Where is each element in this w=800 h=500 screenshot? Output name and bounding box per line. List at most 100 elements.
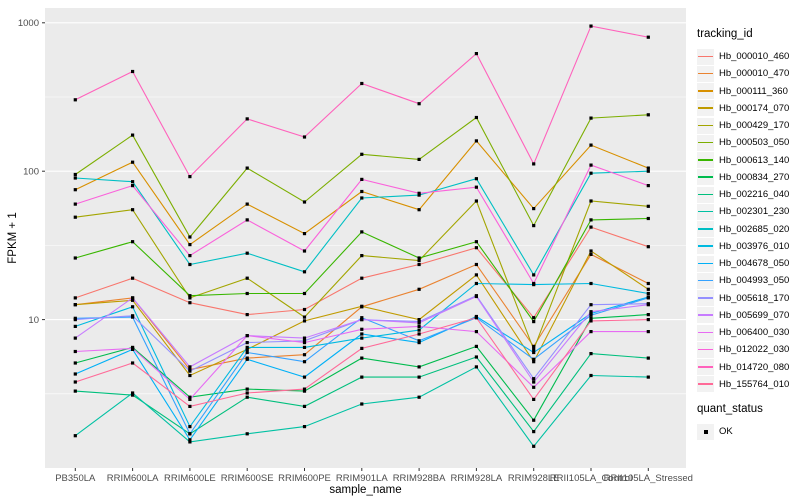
- legend-key-line: [698, 210, 713, 213]
- legend-key: [697, 238, 714, 255]
- data-point: [73, 318, 77, 322]
- legend-title-tracking-id: tracking_id: [697, 28, 753, 40]
- data-point: [360, 336, 364, 340]
- legend-key: [697, 83, 714, 100]
- x-tick-label: RRIM600LA: [107, 473, 159, 484]
- plot-panel: [45, 8, 686, 468]
- data-point: [589, 310, 593, 314]
- data-point: [302, 200, 307, 204]
- data-point: [417, 321, 421, 325]
- data-point: [188, 235, 192, 239]
- data-point: [360, 81, 364, 86]
- data-point: [73, 215, 77, 219]
- data-point: [417, 102, 421, 106]
- data-point: [474, 52, 478, 56]
- y-tick-label: 1000: [18, 18, 39, 29]
- data-point: [188, 175, 192, 179]
- data-point: [589, 116, 593, 120]
- data-point: [131, 276, 135, 280]
- data-point: [245, 357, 249, 361]
- data-point: [474, 177, 478, 181]
- legend-item-label: Hb_014720_080: [719, 361, 790, 373]
- data-point: [131, 393, 135, 397]
- data-point: [532, 385, 536, 389]
- legend-item: Hb_000613_140: [697, 152, 800, 169]
- data-point: [589, 313, 593, 317]
- legend-item: Hb_000111_360: [697, 83, 800, 100]
- legend-item-label: Hb_012022_030: [719, 344, 790, 356]
- data-point: [474, 273, 478, 277]
- data-point: [188, 438, 192, 442]
- data-point: [474, 199, 478, 203]
- data-point: [646, 356, 650, 360]
- data-point: [589, 303, 593, 307]
- data-point: [646, 313, 650, 317]
- data-point: [131, 208, 135, 212]
- data-point: [302, 315, 307, 319]
- legend-item: Hb_002685_020: [697, 221, 800, 238]
- data-point: [245, 334, 249, 338]
- data-point: [417, 258, 421, 263]
- data-point: [417, 365, 421, 369]
- legend-items: Hb_000010_460 Hb_000010_470 Hb_000111_360 H…: [697, 48, 800, 393]
- data-point: [73, 389, 77, 393]
- legend-item: Hb_000503_050: [697, 134, 800, 151]
- data-point: [302, 249, 307, 253]
- legend-key: [697, 169, 714, 186]
- legend-key-line: [698, 228, 713, 230]
- legend-key-line: [698, 124, 713, 127]
- data-point: [360, 332, 364, 336]
- data-point: [302, 291, 307, 296]
- data-point: [474, 246, 478, 250]
- legend-key: [697, 100, 714, 117]
- data-point: [360, 375, 364, 379]
- data-point: [131, 69, 135, 74]
- data-point: [532, 380, 536, 384]
- data-point: [188, 254, 192, 258]
- data-point: [73, 372, 77, 376]
- data-point: [532, 418, 536, 422]
- data-point: [245, 218, 249, 222]
- x-tick-label: RRIM928LA: [451, 473, 503, 484]
- legend-item: Hb_012022_030: [697, 341, 800, 358]
- legend-item: Hb_005699_070: [697, 307, 800, 324]
- data-point: [417, 375, 421, 379]
- data-point: [589, 252, 593, 256]
- data-point: [302, 319, 307, 323]
- data-point: [589, 171, 593, 175]
- legend-key: [697, 134, 714, 151]
- legend-key-line: [698, 90, 713, 92]
- data-point: [474, 262, 478, 267]
- legend-key-line: [698, 383, 713, 385]
- data-point: [245, 432, 249, 436]
- legend-item: Hb_004993_050: [697, 272, 800, 289]
- legend-item: Hb_004678_050: [697, 255, 800, 272]
- data-point: [646, 303, 650, 307]
- data-point: [589, 330, 593, 334]
- data-point: [474, 344, 478, 348]
- legend-item-label: Hb_000613_140: [719, 154, 790, 166]
- legend-key-line: [698, 193, 713, 196]
- data-point: [532, 281, 536, 286]
- data-point: [417, 328, 421, 332]
- legend-item-label: Hb_155764_010: [719, 378, 790, 390]
- data-point: [188, 301, 192, 305]
- legend-key: [697, 65, 714, 82]
- data-point: [360, 152, 364, 156]
- data-point: [188, 397, 192, 401]
- data-point: [131, 296, 135, 300]
- data-point: [646, 184, 650, 188]
- data-point: [188, 369, 192, 373]
- data-point: [360, 318, 364, 322]
- data-point: [589, 163, 593, 167]
- data-point: [532, 207, 536, 211]
- x-tick-label: RRIM901LA: [336, 473, 388, 484]
- data-point: [188, 262, 192, 267]
- legend-item: Hb_155764_010: [697, 376, 800, 393]
- data-point: [417, 332, 421, 336]
- legend-key-line: [698, 159, 713, 161]
- data-point: [131, 240, 135, 244]
- data-point: [188, 365, 192, 369]
- data-point: [360, 304, 364, 308]
- data-point: [302, 341, 307, 345]
